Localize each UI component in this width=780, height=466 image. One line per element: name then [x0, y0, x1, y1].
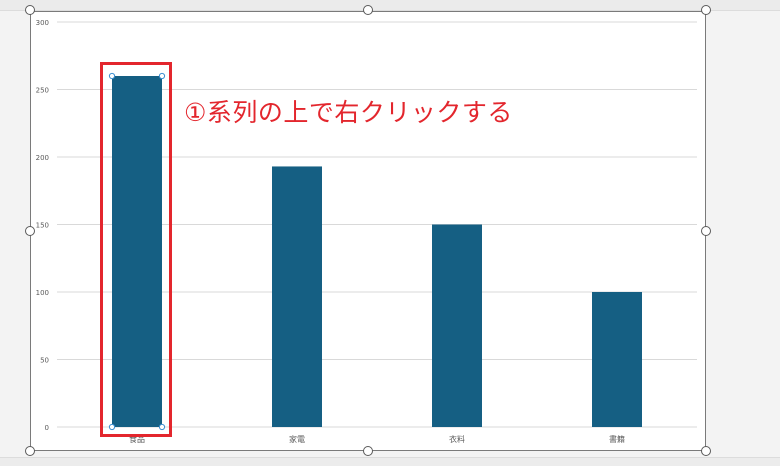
- series-selection-point[interactable]: [108, 423, 116, 431]
- y-tick-label: 200: [36, 154, 49, 162]
- resize-handle-bottom-center[interactable]: [363, 446, 373, 456]
- y-tick-label: 100: [36, 289, 49, 297]
- series-selection-point[interactable]: [108, 72, 116, 80]
- resize-handle-bottom-left[interactable]: [25, 446, 35, 456]
- bar-0[interactable]: [112, 76, 162, 427]
- y-tick-label: 150: [36, 222, 49, 230]
- bar-1[interactable]: [272, 166, 322, 427]
- resize-handle-bottom-right[interactable]: [701, 446, 711, 456]
- series-selection-point[interactable]: [158, 72, 166, 80]
- bar-chart[interactable]: 0 50 100 150 200 250 300 食品 家電 衣料 書籍: [31, 12, 707, 452]
- y-tick-label: 300: [36, 19, 49, 27]
- chart-area[interactable]: 0 50 100 150 200 250 300 食品 家電 衣料 書籍: [30, 11, 706, 451]
- x-tick-label: 家電: [289, 434, 305, 444]
- x-tick-label: 書籍: [609, 434, 625, 444]
- y-tick-label: 0: [45, 424, 49, 432]
- callout-annotation: ①系列の上で右クリックする: [184, 98, 513, 127]
- series-selection-point[interactable]: [158, 423, 166, 431]
- bar-3[interactable]: [592, 292, 642, 427]
- highlight-box: [100, 62, 172, 437]
- resize-handle-middle-right[interactable]: [701, 226, 711, 236]
- x-tick-label: 衣料: [449, 434, 465, 444]
- x-tick-label: 食品: [129, 434, 145, 444]
- resize-handle-top-right[interactable]: [701, 5, 711, 15]
- y-tick-label: 50: [40, 357, 49, 365]
- top-toolbar-strip: [0, 0, 780, 11]
- y-tick-label: 250: [36, 87, 49, 95]
- bar-2[interactable]: [432, 224, 482, 428]
- resize-handle-middle-left[interactable]: [25, 226, 35, 236]
- resize-handle-top-left[interactable]: [25, 5, 35, 15]
- resize-handle-top-center[interactable]: [363, 5, 373, 15]
- bottom-status-strip: [0, 457, 780, 466]
